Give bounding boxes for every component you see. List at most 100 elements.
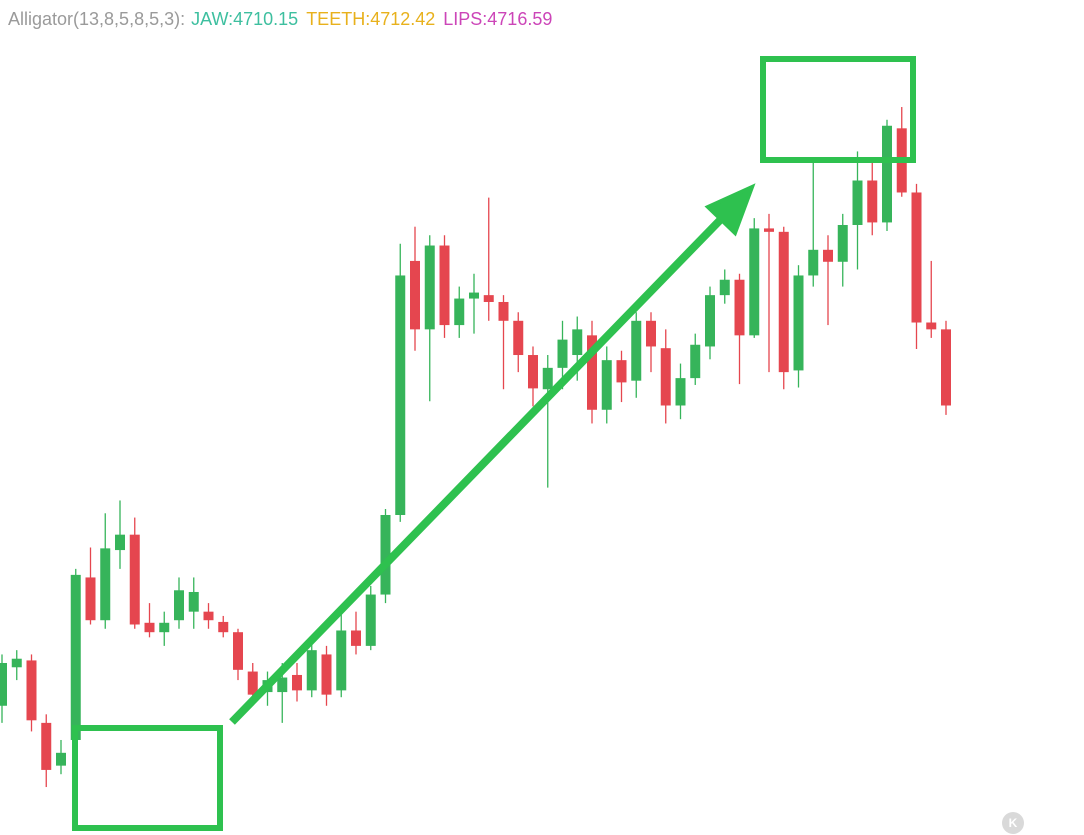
candle-body: [941, 329, 951, 406]
candle: [410, 226, 420, 351]
candle-body: [70, 574, 81, 740]
candle: [587, 320, 597, 424]
candle-body: [247, 671, 258, 695]
candle: [439, 235, 450, 338]
candle: [203, 603, 214, 629]
candles: [0, 107, 951, 788]
candle: [11, 650, 22, 681]
candle-body: [660, 348, 671, 406]
candle-body: [174, 590, 184, 621]
candle: [646, 312, 656, 373]
candle: [837, 213, 848, 287]
candle: [616, 350, 627, 403]
candle-body: [882, 125, 892, 223]
candle-body: [336, 630, 347, 691]
legend-entry: TEETH:4712.42: [306, 9, 435, 29]
candle: [351, 611, 361, 655]
candle-body: [837, 224, 848, 262]
candle-body: [793, 275, 804, 371]
candle-body: [321, 654, 332, 695]
candle: [56, 739, 66, 775]
candle-body: [203, 611, 214, 621]
candle-body: [513, 320, 524, 356]
candle-body: [601, 360, 612, 410]
annotations: [72, 56, 916, 831]
candle: [483, 197, 494, 321]
candle-body: [483, 295, 494, 302]
candle: [218, 615, 229, 638]
candle: [100, 513, 111, 629]
candle-body: [528, 355, 538, 389]
candle: [380, 509, 391, 604]
candle: [0, 654, 7, 723]
candle-body: [56, 752, 66, 766]
legend-entry: JAW:4710.15: [191, 9, 298, 29]
candle: [926, 260, 937, 338]
candle-body: [410, 260, 420, 330]
candle: [233, 628, 243, 681]
legend-entry: LIPS:4716.59: [443, 9, 552, 29]
candle-body: [587, 335, 597, 410]
candle-body: [705, 295, 715, 347]
candle: [808, 158, 819, 287]
candle: [675, 363, 686, 420]
candle-body: [616, 360, 627, 383]
candle: [129, 517, 140, 629]
candle-body: [424, 245, 435, 330]
candle: [454, 286, 465, 338]
arrow-head: [704, 183, 756, 237]
candle: [941, 320, 951, 415]
candle: [734, 273, 745, 385]
candle-body: [749, 228, 760, 336]
candle: [660, 329, 671, 424]
candle: [823, 235, 833, 326]
candle: [26, 654, 37, 732]
candle-body: [26, 660, 37, 721]
candle-body: [351, 630, 361, 646]
corner-icon-text: K: [1009, 816, 1018, 830]
candle: [41, 714, 52, 788]
candle-body: [498, 301, 509, 321]
trend-arrow: [229, 211, 729, 725]
candle: [764, 213, 774, 373]
candle-body: [100, 548, 111, 621]
candle: [115, 500, 125, 569]
candle: [911, 183, 922, 350]
candle-body: [380, 514, 391, 595]
candle-body: [631, 320, 642, 381]
candle-body: [719, 279, 730, 296]
candle: [601, 346, 612, 424]
candle-body: [808, 249, 819, 276]
candle: [144, 603, 155, 638]
candle: [719, 269, 730, 304]
candle-body: [85, 577, 96, 621]
candle-body: [365, 594, 376, 646]
candle: [498, 295, 509, 390]
candle: [542, 355, 553, 488]
candle: [513, 312, 524, 373]
candle-body: [675, 378, 686, 406]
candle: [705, 286, 715, 360]
candle: [365, 585, 376, 651]
candle-body: [159, 622, 170, 633]
candle-body: [277, 677, 288, 693]
candle: [793, 265, 804, 388]
indicator-label: Alligator(13,8,5,8,5,3):: [8, 9, 185, 29]
candle: [778, 226, 789, 390]
candle-body: [542, 367, 553, 390]
candle: [882, 119, 892, 231]
candle-body: [926, 322, 937, 330]
candle: [528, 346, 538, 407]
candle: [85, 547, 96, 625]
candle: [395, 243, 406, 522]
candle-body: [852, 180, 863, 225]
candle-body: [690, 344, 701, 379]
candle: [188, 577, 199, 629]
candle: [424, 235, 435, 402]
candle: [867, 158, 878, 236]
candle: [631, 312, 642, 398]
candle-body: [233, 632, 243, 670]
candle-body: [218, 621, 229, 633]
candle-body: [557, 339, 568, 368]
candle: [292, 662, 302, 702]
